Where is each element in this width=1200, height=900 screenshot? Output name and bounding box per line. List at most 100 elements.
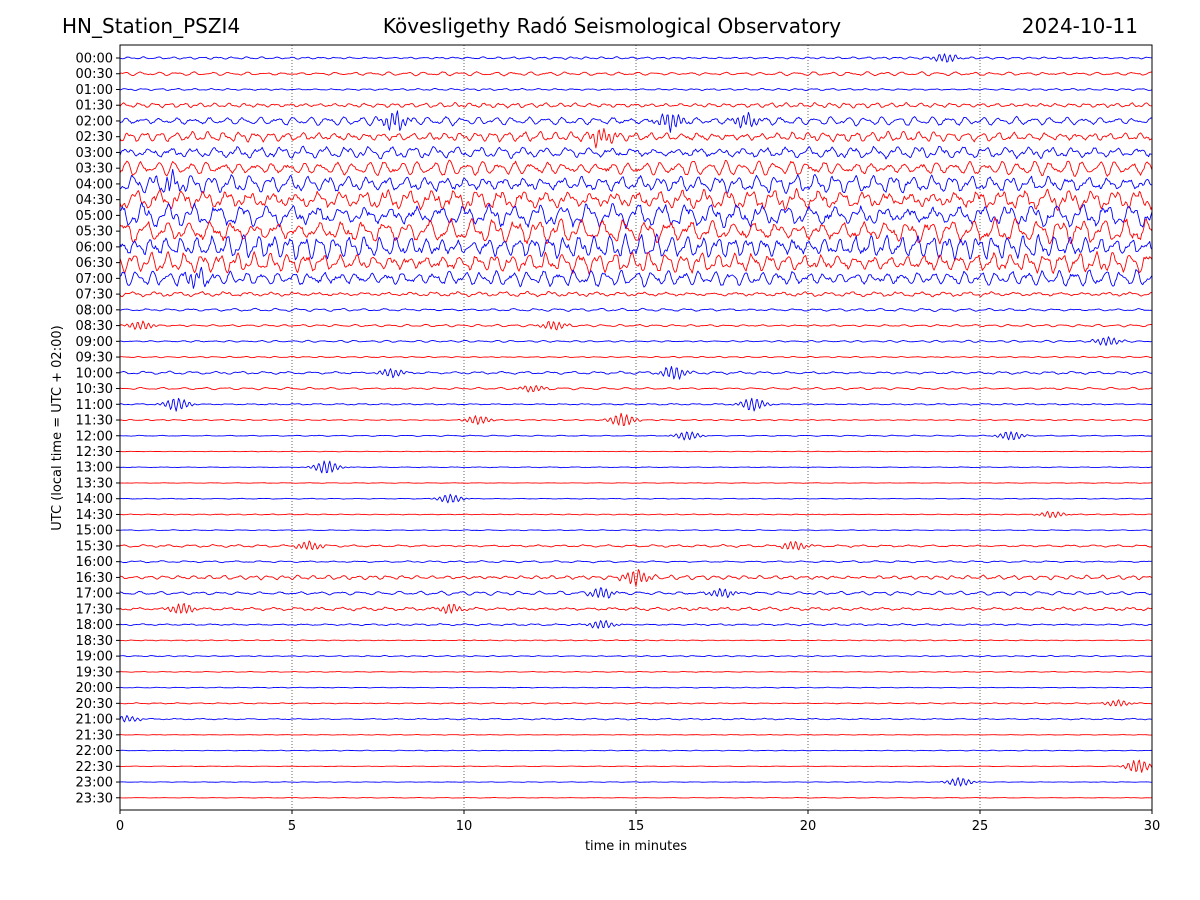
y-tick-label: 18:00	[76, 618, 113, 633]
y-tick-label: 08:30	[76, 319, 113, 334]
y-tick-label: 00:30	[76, 67, 113, 82]
x-tick-label: 10	[456, 819, 473, 834]
trace-line	[119, 355, 1153, 359]
y-tick-label: 16:30	[76, 571, 113, 586]
trace-line	[119, 145, 1153, 160]
y-tick-label: 18:30	[76, 634, 113, 649]
trace-line	[119, 460, 1153, 474]
trace-line	[119, 385, 1153, 393]
y-tick-label: 09:00	[76, 335, 113, 350]
y-tick-label: 05:00	[76, 209, 113, 224]
y-tick-label: 07:00	[76, 272, 113, 287]
trace-line	[119, 290, 1153, 298]
trace-line	[119, 397, 1153, 412]
trace-line	[119, 101, 1153, 109]
y-tick-label: 06:30	[76, 256, 113, 271]
trace-line	[119, 493, 1153, 504]
y-tick-label: 15:30	[76, 539, 113, 554]
y-axis: 00:0000:3001:0001:3002:0002:3003:0003:30…	[76, 52, 120, 806]
trace-line	[119, 510, 1153, 519]
y-tick-label: 19:30	[76, 665, 113, 680]
y-tick-label: 23:00	[76, 776, 113, 791]
seismic-traces	[119, 53, 1153, 799]
y-tick-label: 22:00	[76, 744, 113, 759]
y-tick-label: 10:00	[76, 366, 113, 381]
trace-line	[119, 366, 1153, 380]
x-tick-label: 30	[1144, 819, 1161, 834]
trace-line	[119, 482, 1153, 484]
trace-line	[119, 53, 1153, 63]
y-tick-label: 21:30	[76, 728, 113, 743]
trace-line	[119, 110, 1153, 133]
y-tick-label: 13:00	[76, 461, 113, 476]
y-tick-label: 16:00	[76, 555, 113, 570]
y-tick-label: 02:30	[76, 130, 113, 145]
x-axis-label: time in minutes	[585, 839, 687, 854]
grid-lines	[291, 45, 981, 810]
trace-line	[119, 450, 1153, 453]
trace-line	[119, 529, 1153, 532]
y-tick-label: 08:00	[76, 303, 113, 318]
y-tick-label: 03:30	[76, 162, 113, 177]
y-tick-label: 21:00	[76, 713, 113, 728]
station-title: HN_Station_PSZI4	[62, 14, 241, 38]
y-tick-label: 12:30	[76, 445, 113, 460]
trace-line	[119, 749, 1153, 752]
trace-line	[119, 540, 1153, 551]
y-tick-label: 00:00	[76, 52, 113, 67]
y-tick-label: 01:30	[76, 99, 113, 114]
y-tick-label: 13:30	[76, 476, 113, 491]
trace-line	[119, 620, 1153, 629]
x-axis: 0 5 10 15 20 25 30	[116, 810, 1160, 834]
y-tick-label: 22:30	[76, 760, 113, 775]
trace-line	[119, 320, 1153, 331]
trace-line	[119, 202, 1153, 229]
y-tick-label: 11:30	[76, 414, 113, 429]
trace-line	[119, 569, 1153, 587]
trace-line	[119, 699, 1153, 707]
trace-line	[119, 307, 1153, 312]
x-tick-label: 20	[800, 819, 817, 834]
y-tick-label: 06:00	[76, 240, 113, 255]
y-tick-label: 02:00	[76, 114, 113, 129]
y-tick-label: 04:00	[76, 177, 113, 192]
x-tick-label: 0	[116, 819, 124, 834]
trace-line	[119, 734, 1153, 736]
trace-line	[119, 797, 1153, 799]
y-tick-label: 05:30	[76, 225, 113, 240]
trace-line	[119, 71, 1153, 77]
trace-line	[119, 87, 1153, 92]
y-tick-label: 03:00	[76, 146, 113, 161]
trace-line	[119, 587, 1153, 599]
y-tick-label: 20:00	[76, 681, 113, 696]
trace-line	[119, 128, 1153, 149]
y-tick-label: 15:00	[76, 524, 113, 539]
y-tick-label: 07:30	[76, 288, 113, 303]
x-tick-label: 25	[972, 819, 989, 834]
y-tick-label: 20:30	[76, 697, 113, 712]
x-tick-label: 5	[288, 819, 296, 834]
y-tick-label: 14:30	[76, 508, 113, 523]
trace-line	[119, 560, 1153, 564]
y-tick-label: 11:00	[76, 398, 113, 413]
y-tick-label: 04:30	[76, 193, 113, 208]
y-tick-label: 19:00	[76, 650, 113, 665]
trace-line	[119, 759, 1153, 773]
trace-line	[119, 336, 1153, 346]
y-tick-label: 12:00	[76, 429, 113, 444]
trace-line	[119, 670, 1153, 673]
trace-line	[119, 639, 1153, 642]
trace-line	[119, 602, 1153, 614]
trace-line	[119, 686, 1153, 689]
trace-line	[119, 777, 1153, 787]
y-tick-label: 09:30	[76, 351, 113, 366]
trace-line	[119, 168, 1153, 195]
trace-line	[119, 431, 1153, 441]
x-tick-label: 15	[628, 819, 645, 834]
trace-line	[119, 412, 1153, 427]
trace-line	[119, 266, 1153, 289]
y-tick-label: 10:30	[76, 382, 113, 397]
y-tick-label: 14:00	[76, 492, 113, 507]
y-tick-label: 17:30	[76, 602, 113, 617]
